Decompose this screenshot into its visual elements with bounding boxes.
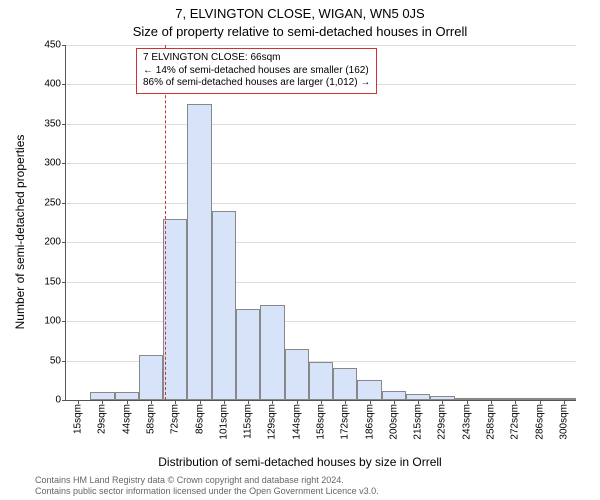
xtick-label: 129sqm — [267, 404, 278, 440]
chart-title-address: 7, ELVINGTON CLOSE, WIGAN, WN5 0JS — [0, 6, 600, 21]
xtick-label: 144sqm — [291, 404, 302, 440]
ytick-label: 200 — [44, 237, 61, 248]
ytick-label: 350 — [44, 118, 61, 129]
annotation-line2: ← 14% of semi-detached houses are smalle… — [143, 65, 370, 78]
ytick-mark — [62, 203, 66, 204]
x-axis-label: Distribution of semi-detached houses by … — [0, 455, 600, 469]
plot-area: 05010015020025030035040045015sqm29sqm44s… — [65, 45, 576, 401]
histogram-bar — [333, 368, 357, 400]
ytick-mark — [62, 282, 66, 283]
histogram-bar — [260, 305, 284, 400]
footer-line1: Contains HM Land Registry data © Crown c… — [35, 475, 379, 486]
xtick-label: 29sqm — [97, 404, 108, 434]
xtick-label: 172sqm — [340, 404, 351, 440]
ytick-mark — [62, 124, 66, 125]
gridline-h — [66, 321, 576, 322]
xtick-label: 258sqm — [486, 404, 497, 440]
ytick-label: 50 — [50, 355, 61, 366]
histogram-bar — [357, 380, 381, 400]
annotation-box: 7 ELVINGTON CLOSE: 66sqm ← 14% of semi-d… — [136, 48, 377, 94]
y-axis-label: Number of semi-detached properties — [13, 82, 27, 382]
histogram-bar — [90, 392, 114, 400]
xtick-label: 101sqm — [218, 404, 229, 440]
gridline-h — [66, 282, 576, 283]
histogram-bar — [187, 104, 211, 400]
histogram-bar — [115, 392, 139, 400]
ytick-mark — [62, 163, 66, 164]
xtick-label: 286sqm — [534, 404, 545, 440]
ytick-label: 250 — [44, 197, 61, 208]
xtick-label: 229sqm — [437, 404, 448, 440]
xtick-label: 215sqm — [413, 404, 424, 440]
histogram-bar — [309, 362, 333, 400]
xtick-label: 15sqm — [73, 404, 84, 434]
ytick-label: 450 — [44, 40, 61, 51]
chart-container: 7, ELVINGTON CLOSE, WIGAN, WN5 0JS Size … — [0, 0, 600, 500]
xtick-label: 58sqm — [146, 404, 157, 434]
xtick-label: 158sqm — [316, 404, 327, 440]
ytick-label: 150 — [44, 276, 61, 287]
histogram-bar — [139, 355, 163, 400]
xtick-label: 86sqm — [194, 404, 205, 434]
histogram-bar — [285, 349, 309, 400]
chart-title-desc: Size of property relative to semi-detach… — [0, 24, 600, 39]
ytick-mark — [62, 84, 66, 85]
histogram-bar — [382, 391, 406, 400]
xtick-label: 200sqm — [388, 404, 399, 440]
gridline-h — [66, 45, 576, 46]
xtick-label: 115sqm — [243, 404, 254, 439]
annotation-line3: 86% of semi-detached houses are larger (… — [143, 77, 370, 90]
xtick-label: 272sqm — [510, 404, 521, 440]
gridline-h — [66, 163, 576, 164]
ytick-mark — [62, 321, 66, 322]
ytick-mark — [62, 45, 66, 46]
ytick-label: 300 — [44, 158, 61, 169]
histogram-bar — [212, 211, 236, 400]
gridline-h — [66, 124, 576, 125]
xtick-label: 243sqm — [461, 404, 472, 440]
ytick-mark — [62, 361, 66, 362]
ytick-label: 100 — [44, 316, 61, 327]
ytick-label: 0 — [55, 395, 61, 406]
ytick-mark — [62, 242, 66, 243]
annotation-line1: 7 ELVINGTON CLOSE: 66sqm — [143, 52, 370, 65]
histogram-bar — [163, 219, 187, 400]
xtick-label: 300sqm — [558, 404, 569, 440]
ytick-mark — [62, 400, 66, 401]
footer-line2: Contains public sector information licen… — [35, 486, 379, 497]
xtick-label: 72sqm — [170, 404, 181, 434]
xtick-label: 44sqm — [121, 404, 132, 434]
histogram-bar — [236, 309, 260, 400]
gridline-h — [66, 242, 576, 243]
reference-line — [165, 45, 166, 400]
xtick-label: 186sqm — [364, 404, 375, 440]
footer-attribution: Contains HM Land Registry data © Crown c… — [35, 475, 379, 497]
gridline-h — [66, 203, 576, 204]
ytick-label: 400 — [44, 79, 61, 90]
